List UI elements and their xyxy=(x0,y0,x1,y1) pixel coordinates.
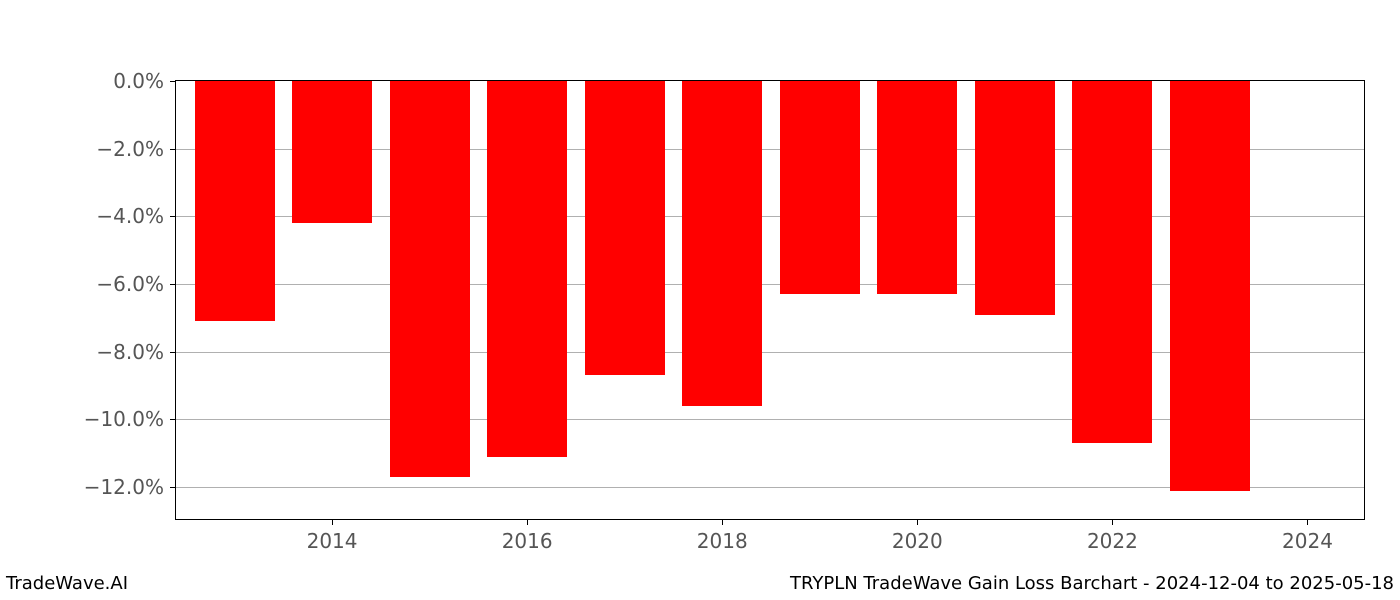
y-tick-label: 0.0% xyxy=(113,69,176,93)
bar xyxy=(682,81,762,406)
y-tick-mark xyxy=(170,81,176,82)
y-tick-label: −6.0% xyxy=(96,272,176,296)
bar xyxy=(195,81,275,321)
bar xyxy=(1072,81,1152,443)
y-tick-mark xyxy=(170,419,176,420)
bar xyxy=(585,81,665,375)
bar xyxy=(780,81,860,294)
x-tick-mark xyxy=(917,519,918,525)
source-label: TradeWave.AI xyxy=(6,573,128,594)
x-tick-mark xyxy=(1112,519,1113,525)
bar xyxy=(975,81,1055,315)
x-tick-mark xyxy=(332,519,333,525)
bar xyxy=(292,81,372,223)
x-tick-mark xyxy=(1307,519,1308,525)
y-tick-label: −4.0% xyxy=(96,204,176,228)
y-tick-mark xyxy=(170,284,176,285)
x-tick-mark xyxy=(527,519,528,525)
y-tick-label: −12.0% xyxy=(84,475,176,499)
chart-title: TRYPLN TradeWave Gain Loss Barchart - 20… xyxy=(790,573,1394,594)
y-tick-mark xyxy=(170,149,176,150)
y-tick-label: −2.0% xyxy=(96,137,176,161)
plot-area: 0.0%−2.0%−4.0%−6.0%−8.0%−10.0%−12.0%2014… xyxy=(175,80,1365,520)
y-tick-mark xyxy=(170,216,176,217)
y-tick-mark xyxy=(170,352,176,353)
gain-loss-barchart: 0.0%−2.0%−4.0%−6.0%−8.0%−10.0%−12.0%2014… xyxy=(0,0,1400,600)
y-tick-label: −8.0% xyxy=(96,340,176,364)
bar xyxy=(877,81,957,294)
bar xyxy=(1170,81,1250,491)
y-tick-label: −10.0% xyxy=(84,407,176,431)
x-tick-mark xyxy=(722,519,723,525)
bar xyxy=(487,81,567,457)
y-tick-mark xyxy=(170,487,176,488)
bar xyxy=(390,81,470,477)
